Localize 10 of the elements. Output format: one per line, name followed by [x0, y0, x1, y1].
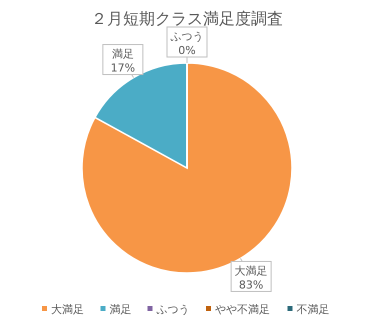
legend-label: 大満足	[51, 303, 84, 316]
legend-label: 満足	[110, 303, 132, 316]
chart-title: ２月短期クラス満足度調査	[91, 9, 283, 28]
data-label: 83%	[238, 278, 264, 292]
legend-label: ふつう	[156, 303, 190, 316]
slice-label: 大満足	[234, 264, 268, 278]
legend-label: やや不満足	[215, 303, 270, 316]
legend-label: 不満足	[296, 303, 330, 316]
slice-label: 満足	[112, 48, 134, 61]
data-label: 17%	[110, 62, 136, 75]
